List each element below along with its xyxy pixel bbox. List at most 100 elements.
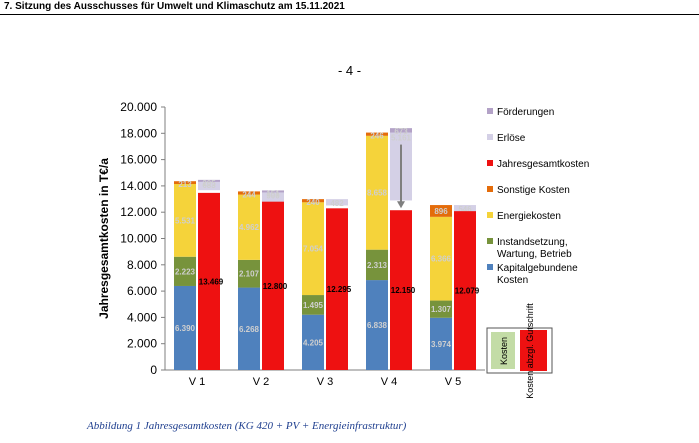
foerderungen-segment (198, 179, 220, 182)
legend-swatch (487, 108, 493, 114)
bar-segment-label: 8.658 (367, 189, 388, 198)
bar-segment-label: 213 (178, 180, 192, 189)
legend-box-frame (486, 327, 553, 374)
bar-segment (366, 132, 388, 136)
legend-label: Erlöse (497, 133, 526, 144)
document-header: 7. Sitzung des Ausschusses für Umwelt un… (4, 1, 345, 12)
jahresgesamtkosten-label: 12.150 (391, 286, 416, 295)
erloese-segment (454, 205, 476, 213)
bar-segment-label: 1.495 (303, 301, 324, 310)
bar-segment (366, 280, 388, 370)
y-tick-label: 12.000 (120, 205, 157, 219)
bar-segment-label: 6.268 (239, 325, 260, 334)
jahresgesamtkosten-label: 13.469 (199, 277, 224, 286)
bar-segment-label: 240 (306, 198, 320, 207)
y-tick-label: 18.000 (120, 126, 157, 140)
bar-segment-label: 6.366 (431, 255, 452, 264)
erloese-label: 5.161 (391, 134, 412, 143)
bar-segment-label: 4.205 (303, 338, 324, 347)
y-axis-title: Jahresgesamtkosten in T€/a (97, 158, 111, 319)
bar-segment (430, 205, 452, 217)
bar-segment (174, 285, 196, 370)
bar-segment-label: 3.974 (431, 340, 452, 349)
bar-segment (238, 259, 260, 288)
foerderungen-segment (390, 128, 412, 133)
bar-segment (302, 202, 324, 296)
x-tick-label: V 4 (381, 376, 398, 388)
foerderungen-label: 673 (394, 127, 408, 136)
erloese-segment (262, 191, 284, 204)
bar-segment (430, 216, 452, 301)
bar-segment-label: 6.390 (175, 324, 196, 333)
jahresgesamtkosten-bar (390, 210, 412, 370)
cost-chart: 0 2.000 4.000 6.000 8.000 10.000 12.000 14.000 1… (97, 100, 589, 399)
bar-segment-label: 246 (370, 132, 384, 141)
legend-box-kosten-label: Kosten (499, 337, 509, 365)
bar-segment (302, 314, 324, 370)
bar-segment (302, 199, 324, 203)
header-rule (0, 14, 699, 15)
bar-segment (366, 135, 388, 250)
erloese-label: 683 (202, 181, 216, 190)
erloese-label: 900 (266, 191, 280, 200)
legend-swatch (487, 160, 493, 166)
jahresgesamtkosten-label: 12.295 (327, 285, 352, 294)
y-tick-label: 6.000 (127, 284, 157, 298)
bar-segment (366, 249, 388, 281)
bar-segment (238, 191, 260, 195)
bar-segment-label: 4.962 (239, 223, 260, 232)
bar-segment-label: 6.838 (367, 321, 388, 330)
bar-segment-label: 1.307 (431, 305, 452, 314)
legend-swatch (487, 238, 493, 244)
y-tick-label: 4.000 (127, 310, 157, 324)
bar-segment (174, 181, 196, 185)
legend-swatch (487, 212, 493, 218)
bar-segment (238, 287, 260, 370)
erloese-segment (326, 199, 348, 206)
bar-segment-label: 2.107 (239, 270, 260, 279)
y-tick-label: 16.000 (120, 153, 157, 167)
bar-segment-label: 2.223 (175, 267, 196, 276)
figure-caption: Abbildung 1 Jahresgesamtkosten (KG 420 +… (87, 420, 407, 432)
legend-label: Sonstige Kosten (497, 185, 570, 196)
legend-box-kosten-swatch (491, 332, 515, 369)
jahresgesamtkosten-label: 12.800 (263, 282, 288, 291)
bar-segment-label: 244 (242, 190, 256, 199)
foerderungen-segment (262, 190, 284, 193)
x-tick-label: V 5 (445, 376, 462, 388)
bar-segment (430, 300, 452, 318)
bar-segment (430, 317, 452, 370)
erloese-label: 482 (330, 199, 344, 208)
erloese-segment (198, 181, 220, 191)
bar-segment (302, 295, 324, 315)
legend-label: Jahresgesamtkosten (497, 159, 589, 170)
y-tick-label: 2.000 (127, 337, 157, 351)
legend-label: Instandsetzung, Wartung, Betrieb (497, 237, 572, 260)
reduction-arrow-head (397, 201, 405, 209)
bar-segment-label: 2.313 (367, 261, 388, 270)
y-tick-label: 8.000 (127, 258, 157, 272)
legend-label: Kapitalgebundene Kosten (497, 263, 578, 286)
legend-box-abzgl-swatch (520, 330, 547, 371)
jahresgesamtkosten-bar (454, 211, 476, 370)
y-tick-label: 20.000 (120, 100, 157, 114)
jahresgesamtkosten-bar (326, 208, 348, 370)
legend-swatch (487, 186, 493, 192)
jahresgesamtkosten-bar (198, 192, 220, 370)
bar-segment-label: 896 (434, 207, 448, 216)
legend-label: Energiekosten (497, 211, 561, 222)
legend-swatch (487, 264, 493, 270)
x-tick-label: V 3 (317, 376, 334, 388)
bar-segment (174, 256, 196, 286)
foerderungen-label: 151 (266, 189, 280, 198)
jahresgesamtkosten-label: 12.079 (455, 287, 480, 296)
legend-box-abzgl-label: Kosten abzgl. Gutschrift (525, 303, 535, 399)
y-tick-label: 10.000 (120, 232, 157, 246)
bar-segment-label: 5.531 (175, 216, 196, 225)
legend-swatch (487, 134, 493, 140)
bar-segment (174, 184, 196, 257)
x-tick-label: V 2 (253, 376, 270, 388)
y-tick-label: 0 (150, 363, 157, 377)
legend-label: Förderungen (497, 107, 554, 118)
x-tick-label: V 1 (189, 376, 206, 388)
